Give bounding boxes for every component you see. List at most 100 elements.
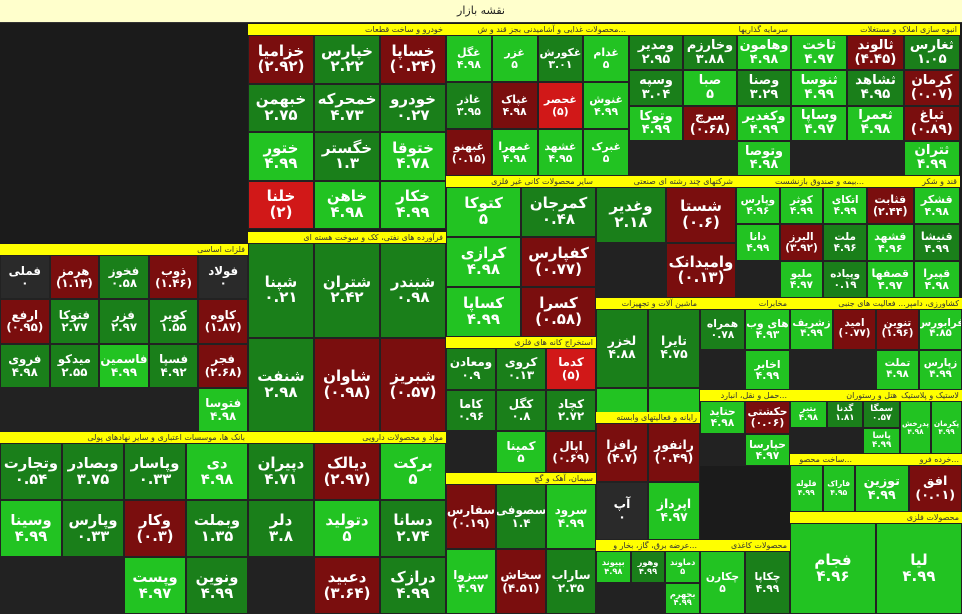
stock-tile[interactable]: فولاد ۰ [198, 255, 248, 300]
stock-tile[interactable]: کاما ۰.۹۶ [446, 389, 496, 432]
stock-tile[interactable]: خزامیا (۲.۹۲) [248, 35, 314, 84]
stock-tile[interactable]: دی ۴.۹۸ [186, 443, 248, 500]
sector-title[interactable]: ماشین آلات و تجهیزات [596, 298, 700, 309]
stock-tile[interactable]: غنوش ۴.۹۹ [583, 82, 629, 129]
stock-tile[interactable]: وپست ۴.۹۷ [124, 557, 186, 614]
stock-tile[interactable]: میدکو ۲.۵۵ [49, 343, 100, 388]
stock-tile[interactable]: پاسا ۴.۹۹ [863, 427, 900, 454]
sector-title[interactable]: کشاورزی، دامپر... فعالیت های جنبی [790, 298, 962, 309]
stock-tile[interactable]: غزر ۵ [491, 35, 538, 82]
stock-tile[interactable]: فخوز ۰.۵۸ [99, 255, 149, 300]
sector-title[interactable]: هتل و رستوران [790, 390, 900, 401]
stock-tile[interactable]: کدما (۵) [546, 348, 596, 390]
stock-tile[interactable]: خپارس ۲.۲۲ [314, 35, 380, 84]
stock-tile[interactable]: دعبید (۳.۶۴) [314, 557, 380, 614]
stock-tile[interactable]: لخزر ۴.۸۸ [596, 309, 648, 388]
sector-title[interactable]: فرآورده های نفتی، کک و سوخت هسته ای [248, 232, 446, 243]
stock-tile[interactable]: کمرجان ۰.۴۸ [521, 187, 596, 237]
stock-tile[interactable]: سبزوا ۴.۹۷ [446, 549, 496, 614]
stock-tile[interactable]: همراه ۰.۷۸ [700, 309, 745, 350]
stock-tile[interactable]: سرود ۴.۹۹ [546, 484, 596, 549]
stock-tile[interactable]: وهامون ۴.۹۸ [737, 35, 791, 71]
stock-tile[interactable]: شستا (۰.۶) [666, 187, 736, 243]
stock-tile[interactable]: وغدیر ۲.۱۸ [596, 187, 666, 243]
stock-tile[interactable]: شبریز (۰.۵۷) [380, 337, 446, 432]
stock-tile[interactable]: ثاخت ۴.۹۷ [791, 35, 848, 71]
stock-tile[interactable]: وپیاده ۰.۱۹ [823, 261, 867, 298]
stock-tile[interactable]: امید (۰.۷۷) [833, 309, 876, 350]
stock-tile[interactable]: کمینا ۵ [496, 431, 546, 473]
stock-tile[interactable]: شنفت ۲.۹۸ [248, 337, 314, 432]
stock-tile[interactable]: شپنا ۰.۲۱ [248, 243, 314, 338]
stock-tile[interactable]: بجهرم ۴.۹۹ [665, 582, 700, 614]
sector-title[interactable]: سایر محصولات کانی غیر فلزی [446, 176, 596, 187]
stock-tile[interactable]: دلر ۳.۸ [248, 500, 314, 557]
sector-title[interactable]: مواد و محصولات دارویی [248, 432, 446, 443]
stock-tile[interactable]: فاراک ۴.۹۵ [822, 465, 855, 512]
stock-tile[interactable]: ثغارس ۱.۰۵ [903, 35, 960, 71]
stock-tile[interactable]: ثشاهد ۴.۹۵ [847, 70, 904, 106]
stock-tile[interactable]: پکرمان ۴.۹۹ [931, 401, 962, 454]
sector-title[interactable]: بیمه و صندوق بازنشست... [736, 176, 867, 187]
stock-tile[interactable]: کوثر ۴.۹۹ [779, 187, 824, 224]
stock-tile[interactable]: ختوقا ۴.۷۸ [380, 132, 446, 181]
stock-tile[interactable]: غاذر ۳.۹۵ [446, 82, 492, 129]
stock-tile[interactable]: چکاپا ۴.۹۹ [745, 551, 790, 614]
stock-tile[interactable]: کگل ۰.۸ [496, 389, 546, 432]
stock-tile[interactable]: لیا ۴.۹۹ [876, 523, 962, 614]
stock-tile[interactable]: قپیرا ۴.۹۸ [913, 261, 960, 298]
stock-tile[interactable]: بتیر ۴.۹۸ [790, 401, 827, 428]
stock-tile[interactable]: دتولید ۵ [314, 500, 380, 557]
stock-tile[interactable]: حتاید ۴.۹۸ [700, 401, 745, 434]
stock-tile[interactable]: غکورش ۳.۰۱ [537, 35, 584, 82]
stock-tile[interactable]: فجام ۴.۹۶ [790, 523, 876, 614]
stock-tile[interactable]: قشهد ۴.۹۶ [867, 224, 914, 261]
stock-tile[interactable]: چکارن ۵ [700, 551, 745, 614]
stock-tile[interactable]: تنوین (۱.۹۶) [876, 309, 919, 350]
stock-tile[interactable]: برکت ۵ [380, 443, 446, 500]
sector-title[interactable]: حمل و نقل، انبارد... [700, 390, 790, 401]
stock-tile[interactable]: وساپا ۴.۹۷ [791, 105, 848, 141]
stock-tile[interactable]: ساراب ۲.۳۵ [546, 549, 596, 614]
stock-tile[interactable]: کرازی ۴.۹۸ [446, 237, 521, 287]
stock-tile[interactable]: وخارزم ۳.۸۸ [683, 35, 737, 71]
stock-tile[interactable]: گدنا ۱.۸۱ [826, 401, 864, 428]
stock-tile[interactable]: غشهد ۴.۹۵ [537, 129, 584, 176]
stock-tile[interactable]: غگل ۴.۹۸ [446, 35, 492, 82]
stock-tile[interactable]: شتران ۲.۴۲ [314, 243, 380, 338]
stock-tile[interactable]: توزین ۴.۹۹ [855, 465, 909, 512]
sector-title[interactable]: بانک ها، موسسات اعتباری و سایر نهادهای پ… [0, 432, 248, 443]
stock-tile[interactable]: کرمان (۰.۰۷) [903, 70, 960, 106]
stock-tile[interactable]: وکغدیر ۴.۹۹ [737, 105, 791, 141]
stock-tile[interactable]: افق (۰.۰۱) [908, 465, 962, 512]
stock-tile[interactable]: ثباغ (۰.۸۹) [903, 105, 960, 141]
stock-tile[interactable]: دپیران ۴.۷۱ [248, 443, 314, 500]
sector-title[interactable]: خودرو و ساخت قطعات [248, 24, 446, 35]
stock-tile[interactable]: حپارسا ۴.۹۷ [745, 433, 790, 466]
stock-tile[interactable]: پدرخش ۴.۹۸ [900, 401, 931, 454]
stock-tile[interactable]: ثنوسا ۴.۹۹ [791, 70, 848, 106]
stock-tile[interactable]: حکشتی (۰.۰۶) [745, 401, 790, 434]
stock-tile[interactable]: اپال (۰.۶۹) [546, 431, 596, 473]
stock-tile[interactable]: کاوه (۱.۸۷) [198, 299, 248, 344]
stock-tile[interactable]: فتوسا ۴.۹۸ [198, 387, 248, 432]
stock-tile[interactable]: دسانا ۲.۷۴ [380, 500, 446, 557]
sector-title[interactable]: شرکتهای چند رشته ای صنعتی [596, 176, 736, 187]
stock-tile[interactable]: غحصر (۵) [537, 82, 584, 129]
stock-tile[interactable]: غدام ۵ [583, 35, 629, 82]
stock-tile[interactable]: ذوب (۱.۴۶) [148, 255, 199, 300]
stock-tile[interactable]: دانا ۴.۹۹ [736, 224, 780, 261]
stock-tile[interactable]: وصنا ۳.۲۹ [737, 70, 791, 106]
stock-tile[interactable]: خکار ۴.۹۹ [380, 180, 446, 229]
stock-tile[interactable]: خبهمن ۲.۷۵ [248, 83, 314, 132]
stock-tile[interactable]: فاسمین ۴.۹۹ [99, 343, 149, 388]
stock-tile[interactable]: سمگا ۰.۵۷ [863, 401, 900, 428]
stock-tile[interactable]: خساپا (۰.۲۴) [380, 35, 446, 84]
stock-tile[interactable]: وکار (۰.۳) [124, 500, 186, 557]
stock-tile[interactable]: کتوکا ۵ [446, 187, 521, 237]
stock-tile[interactable]: اخابر ۴.۹۹ [745, 349, 790, 390]
stock-tile[interactable]: تایرا ۴.۷۵ [648, 309, 700, 388]
stock-tile[interactable]: وتجارت ۰.۵۴ [0, 443, 62, 500]
stock-tile[interactable]: وپاسار ۰.۳۳ [124, 443, 186, 500]
stock-tile[interactable]: تملت ۴.۹۸ [876, 349, 919, 390]
